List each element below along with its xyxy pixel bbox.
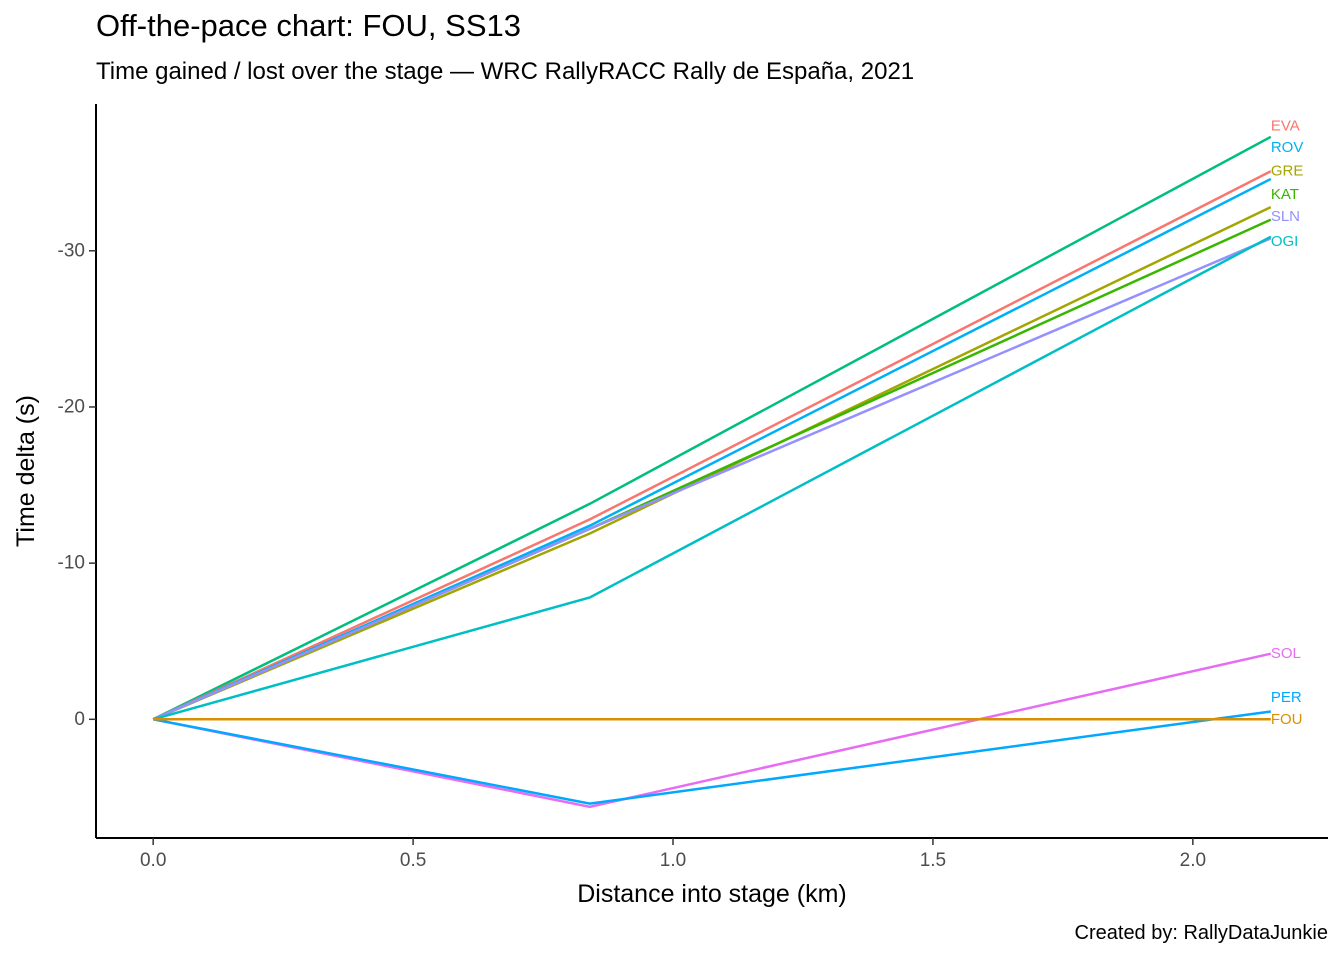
series-line-per-8 <box>152 710 1271 805</box>
series-label-kat-4: KAT <box>1271 186 1299 203</box>
chart-title: Off-the-pace chart: FOU, SS13 <box>96 8 521 43</box>
series-label-gre-3: GRE <box>1271 163 1304 180</box>
series-label-sol-7: SOL <box>1271 645 1301 662</box>
y-tick-label: -20 <box>58 396 85 417</box>
series-label-fou-9: FOU <box>1271 711 1303 728</box>
chart-subtitle: Time gained / lost over the stage — WRC … <box>96 58 915 85</box>
series-lines <box>152 135 1272 809</box>
x-tick-label: 0.0 <box>140 850 166 871</box>
series-line-sol-7 <box>152 652 1272 809</box>
x-tick-label: 1.0 <box>660 850 686 871</box>
series-label-eva-1: EVA <box>1271 117 1300 134</box>
series-end-labels: OGI EVA ROV GRE KAT SLN OGI SOL PER FOU <box>1271 78 1304 728</box>
series-line-rov-2 <box>152 177 1272 721</box>
series-line-eva-1 <box>152 170 1272 721</box>
series-label-rov-2: ROV <box>1271 139 1304 156</box>
x-tick-label: 0.5 <box>400 850 426 871</box>
series-label-ogi-6: OGI <box>1271 233 1299 250</box>
series-line-sln-5 <box>152 237 1272 721</box>
x-axis-label: Distance into stage (km) <box>577 880 847 908</box>
series-line-gre-3 <box>152 205 1272 721</box>
chart-caption: Created by: RallyDataJunkie <box>1074 922 1328 944</box>
x-axis-ticks: 0.0 0.5 1.0 1.5 2.0 <box>140 838 1206 871</box>
x-tick-label: 2.0 <box>1180 850 1206 871</box>
series-label-per-8: PER <box>1271 689 1302 706</box>
x-tick-label: 1.5 <box>920 850 946 871</box>
y-tick-label: -10 <box>58 553 85 574</box>
series-label-ogi-0: OGI <box>1271 78 1299 95</box>
series-line-ogi-6 <box>152 235 1272 721</box>
y-tick-label: -30 <box>58 240 85 261</box>
y-tick-label: 0 <box>74 709 85 730</box>
y-axis-ticks: 0 -10 -20 -30 <box>58 240 96 730</box>
series-label-sln-5: SLN <box>1271 208 1300 225</box>
series-line-ogi-0 <box>152 135 1272 721</box>
y-axis-label: Time delta (s) <box>12 395 40 547</box>
